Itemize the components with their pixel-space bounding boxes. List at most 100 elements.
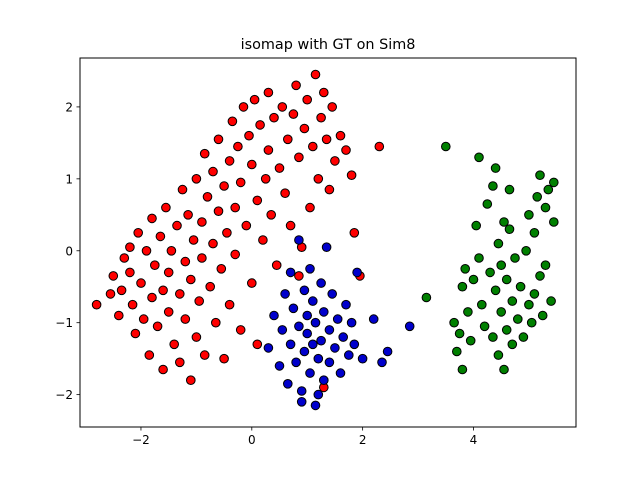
scatter-point xyxy=(172,220,182,231)
scatter-point xyxy=(535,170,545,180)
scatter-point xyxy=(344,350,354,360)
scatter-point xyxy=(421,292,432,303)
scatter-point xyxy=(382,346,393,357)
scatter-point xyxy=(316,278,326,288)
scatter-point xyxy=(219,353,229,364)
scatter-point xyxy=(163,267,174,278)
scatter-point xyxy=(357,353,368,364)
scatter-point xyxy=(219,181,229,191)
scatter-point xyxy=(294,321,304,332)
scatter-point xyxy=(208,166,218,177)
scatter-point xyxy=(114,310,124,321)
scatter-point xyxy=(302,328,313,339)
scatter-point xyxy=(224,156,235,166)
scatter-point xyxy=(247,278,257,288)
scatter-point xyxy=(238,102,249,112)
scatter-point xyxy=(199,350,210,360)
scatter-point xyxy=(404,321,415,332)
scatter-point xyxy=(186,274,196,285)
scatter-point xyxy=(147,213,157,224)
scatter-point xyxy=(308,141,318,152)
scatter-point xyxy=(352,267,362,278)
scatter-point xyxy=(457,364,468,375)
series-1 xyxy=(263,235,415,411)
scatter-point xyxy=(183,210,193,220)
scatter-point xyxy=(277,325,288,335)
scatter-point xyxy=(161,202,171,213)
scatter-point xyxy=(346,170,357,180)
scatter-point xyxy=(305,368,315,378)
scatter-point xyxy=(180,314,191,324)
scatter-point xyxy=(540,260,551,271)
x-tick-label: 4 xyxy=(470,433,478,447)
x-tick-label: −2 xyxy=(132,433,150,447)
scatter-point xyxy=(374,141,385,152)
scatter-point xyxy=(285,267,296,278)
scatter-point xyxy=(540,202,551,213)
scatter-point xyxy=(280,188,290,198)
scatter-point xyxy=(205,281,215,292)
scatter-point xyxy=(252,339,263,350)
scatter-point xyxy=(230,249,240,260)
scatter-point xyxy=(537,310,548,321)
scatter-point xyxy=(496,260,507,271)
scatter-point xyxy=(299,346,310,357)
scatter-point xyxy=(194,296,204,306)
scatter-point xyxy=(474,152,484,163)
scatter-point xyxy=(299,123,310,134)
y-axis: −2 −1 0 1 2 xyxy=(55,100,80,402)
x-tick-label: 2 xyxy=(359,433,367,447)
scatter-point xyxy=(285,220,296,231)
scatter-point xyxy=(136,278,146,288)
scatter-point xyxy=(294,152,304,163)
scatter-point xyxy=(521,246,531,256)
scatter-point xyxy=(313,353,324,364)
scatter-point xyxy=(255,120,265,130)
scatter-point xyxy=(515,281,526,292)
scatter-point xyxy=(296,386,307,396)
scatter-point xyxy=(524,299,534,310)
scatter-point xyxy=(291,80,301,91)
scatter-point xyxy=(285,339,296,350)
scatter-point xyxy=(144,350,155,360)
scatter-point xyxy=(224,299,235,310)
scatter-point xyxy=(227,116,238,127)
scatter-point xyxy=(493,350,504,360)
scatter-point xyxy=(258,235,268,245)
scatter-point xyxy=(488,181,498,191)
scatter-point xyxy=(280,289,290,299)
y-tick-label: 2 xyxy=(65,100,73,114)
scatter-point xyxy=(341,299,351,310)
scatter-point xyxy=(308,339,318,350)
scatter-point xyxy=(488,332,498,342)
scatter-point xyxy=(535,271,545,281)
scatter-point xyxy=(299,285,310,296)
scatter-point xyxy=(330,343,340,353)
scatter-point xyxy=(269,112,279,123)
scatter-point xyxy=(108,271,119,281)
scatter-point xyxy=(147,292,157,303)
scatter-point xyxy=(327,289,338,299)
scatter-point xyxy=(335,368,346,378)
scatter-point xyxy=(460,264,471,274)
scatter-point xyxy=(105,289,116,299)
scatter-point xyxy=(283,379,293,389)
scatter-point xyxy=(125,242,135,252)
scatter-point xyxy=(549,177,559,188)
scatter-point xyxy=(324,184,335,195)
scatter-point xyxy=(186,375,196,386)
scatter-point xyxy=(175,357,185,368)
scatter-point xyxy=(213,206,224,216)
scatter-point xyxy=(263,343,274,353)
y-tick-label: 1 xyxy=(65,172,73,186)
scatter-point xyxy=(332,314,343,324)
scatter-point xyxy=(532,192,543,202)
scatter-point xyxy=(529,228,540,238)
scatter-point xyxy=(266,210,277,220)
scatter-point xyxy=(499,364,509,375)
scatter-point xyxy=(474,253,484,263)
scatter-point xyxy=(324,357,335,368)
scatter-point xyxy=(316,112,326,123)
scatter-point xyxy=(507,339,518,350)
